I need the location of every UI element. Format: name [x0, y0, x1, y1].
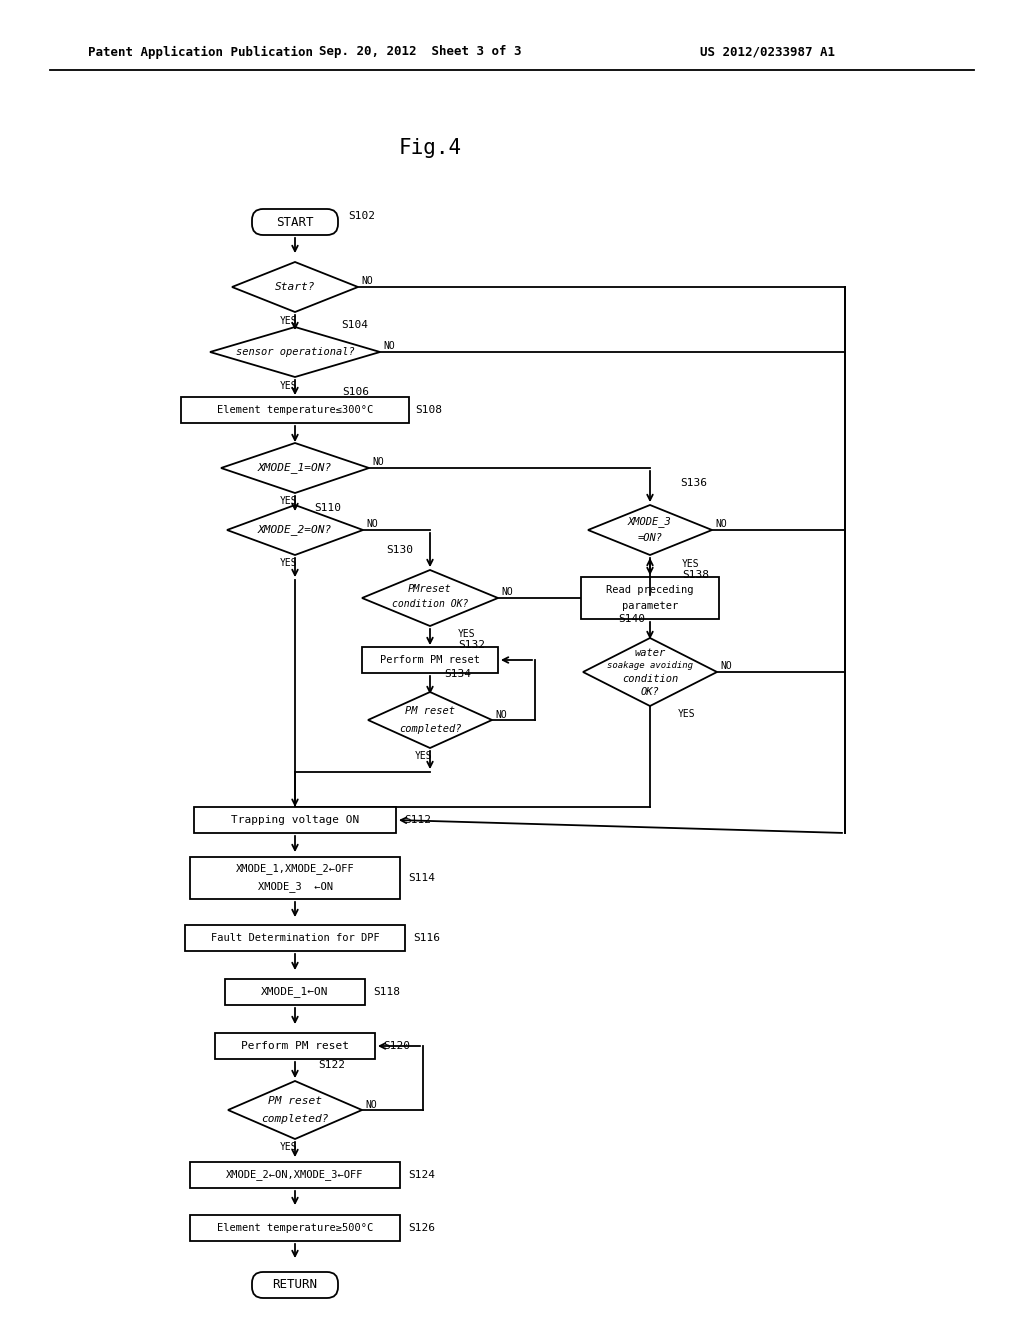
Text: S134: S134: [444, 669, 471, 678]
Polygon shape: [362, 570, 498, 626]
Text: Fig.4: Fig.4: [398, 139, 462, 158]
Text: XMODE_1=ON?: XMODE_1=ON?: [258, 462, 332, 474]
Text: S102: S102: [348, 211, 375, 220]
FancyBboxPatch shape: [362, 647, 498, 673]
Text: Read preceding: Read preceding: [606, 585, 693, 595]
Text: S116: S116: [413, 933, 440, 942]
Text: NO: NO: [715, 519, 727, 529]
FancyBboxPatch shape: [225, 979, 365, 1005]
Text: S138: S138: [682, 570, 709, 579]
Text: S110: S110: [314, 503, 341, 513]
Text: Element temperature≥500°C: Element temperature≥500°C: [217, 1224, 373, 1233]
Text: Perform PM reset: Perform PM reset: [380, 655, 480, 665]
Text: S124: S124: [408, 1170, 435, 1180]
Text: YES: YES: [415, 751, 432, 762]
Text: YES: YES: [458, 630, 475, 639]
Text: YES: YES: [678, 709, 695, 719]
Text: XMODE_2←ON,XMODE_3←OFF: XMODE_2←ON,XMODE_3←OFF: [226, 1170, 364, 1180]
Polygon shape: [228, 1081, 362, 1139]
Polygon shape: [588, 506, 712, 554]
FancyBboxPatch shape: [215, 1034, 375, 1059]
Text: OK?: OK?: [641, 686, 659, 697]
Text: water: water: [635, 648, 666, 657]
FancyBboxPatch shape: [581, 577, 719, 619]
Text: NO: NO: [501, 587, 513, 597]
Text: YES: YES: [280, 558, 298, 568]
FancyBboxPatch shape: [194, 807, 396, 833]
Text: PM reset: PM reset: [406, 706, 455, 715]
Text: XMODE_2=ON?: XMODE_2=ON?: [258, 524, 332, 536]
Text: S106: S106: [342, 387, 369, 397]
Text: soakage avoiding: soakage avoiding: [607, 661, 693, 671]
Polygon shape: [227, 506, 362, 554]
Text: S136: S136: [680, 478, 707, 488]
Text: S120: S120: [383, 1041, 410, 1051]
Text: S130: S130: [386, 545, 413, 554]
Text: condition: condition: [622, 675, 678, 684]
Text: condition OK?: condition OK?: [392, 599, 468, 609]
Text: NO: NO: [372, 457, 384, 467]
Text: S112: S112: [404, 814, 431, 825]
FancyBboxPatch shape: [185, 925, 406, 950]
Text: Start?: Start?: [274, 282, 315, 292]
Text: PM reset: PM reset: [268, 1096, 322, 1106]
Text: PMreset: PMreset: [409, 583, 452, 594]
Text: parameter: parameter: [622, 601, 678, 611]
Text: XMODE_1←ON: XMODE_1←ON: [261, 986, 329, 998]
Text: NO: NO: [495, 710, 507, 719]
Polygon shape: [232, 261, 358, 312]
Text: completed?: completed?: [398, 723, 461, 734]
FancyBboxPatch shape: [181, 397, 409, 422]
FancyBboxPatch shape: [252, 1272, 338, 1298]
FancyBboxPatch shape: [190, 857, 400, 899]
Text: Sep. 20, 2012  Sheet 3 of 3: Sep. 20, 2012 Sheet 3 of 3: [318, 45, 521, 58]
Text: S126: S126: [408, 1224, 435, 1233]
Text: Perform PM reset: Perform PM reset: [241, 1041, 349, 1051]
FancyBboxPatch shape: [252, 209, 338, 235]
Text: sensor operational?: sensor operational?: [236, 347, 354, 356]
Text: YES: YES: [280, 315, 298, 326]
Text: Patent Application Publication: Patent Application Publication: [88, 45, 313, 58]
Text: START: START: [276, 215, 313, 228]
Text: completed?: completed?: [261, 1114, 329, 1125]
Text: S108: S108: [415, 405, 442, 414]
Text: S122: S122: [318, 1060, 345, 1071]
Text: S140: S140: [618, 614, 645, 624]
Text: YES: YES: [280, 496, 298, 506]
Text: Trapping voltage ON: Trapping voltage ON: [230, 814, 359, 825]
Text: NO: NO: [383, 341, 394, 351]
Polygon shape: [368, 692, 492, 748]
FancyBboxPatch shape: [190, 1214, 400, 1241]
Text: RETURN: RETURN: [272, 1279, 317, 1291]
Text: XMODE_3  ←ON: XMODE_3 ←ON: [257, 882, 333, 892]
Text: S118: S118: [373, 987, 400, 997]
Text: Fault Determination for DPF: Fault Determination for DPF: [211, 933, 379, 942]
Polygon shape: [210, 327, 380, 378]
Polygon shape: [221, 444, 369, 492]
Text: S132: S132: [458, 640, 485, 649]
Text: NO: NO: [366, 519, 378, 529]
Polygon shape: [583, 638, 717, 706]
Text: =ON?: =ON?: [638, 533, 663, 543]
Text: S114: S114: [408, 873, 435, 883]
Text: YES: YES: [682, 558, 699, 569]
Text: Element temperature≤300°C: Element temperature≤300°C: [217, 405, 373, 414]
Text: YES: YES: [280, 1142, 298, 1152]
Text: US 2012/0233987 A1: US 2012/0233987 A1: [700, 45, 835, 58]
Text: YES: YES: [280, 381, 298, 391]
Text: S104: S104: [341, 319, 368, 330]
Text: NO: NO: [720, 661, 732, 671]
Text: XMODE_1,XMODE_2←OFF: XMODE_1,XMODE_2←OFF: [236, 863, 354, 874]
Text: XMODE_3: XMODE_3: [628, 516, 672, 528]
Text: NO: NO: [361, 276, 373, 286]
Text: NO: NO: [365, 1100, 377, 1110]
FancyBboxPatch shape: [190, 1162, 400, 1188]
